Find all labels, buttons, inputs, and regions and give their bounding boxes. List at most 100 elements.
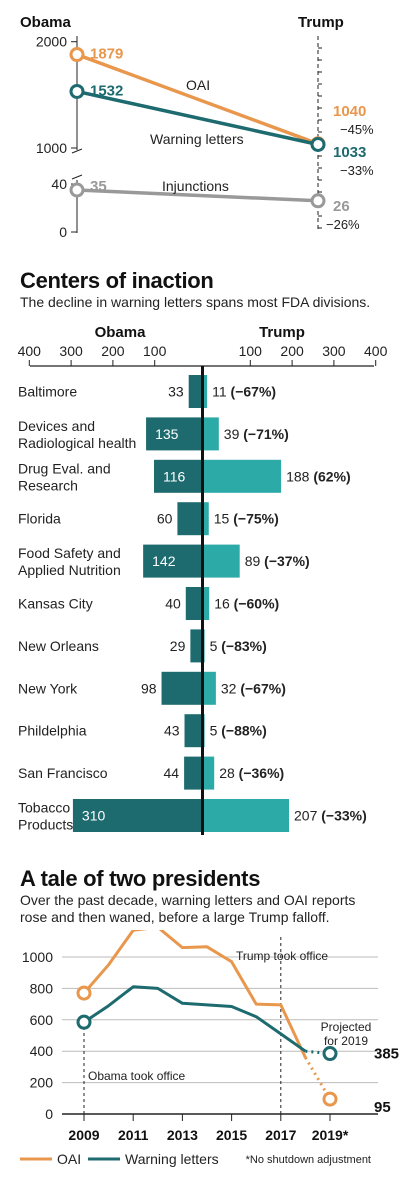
trump-change: (−83%) (221, 638, 267, 654)
trump-change: (−60%) (234, 596, 280, 612)
projected-oai-label: 95 (374, 1099, 391, 1116)
trump-bar (202, 502, 209, 536)
percent-change-label: −33% (340, 163, 374, 178)
x-tick-label-left: 100 (143, 343, 167, 359)
trump-bar (202, 544, 240, 578)
divisions-chart-title: Centers of inaction (20, 268, 214, 293)
divisions-bar-chart: Obama Trump 400 300 200 100 100 200 300 400 33 11 (… (18, 324, 388, 835)
trump-value-label: 39 (−71%) (224, 426, 289, 442)
obama-point (69, 182, 85, 198)
projected-point (322, 1046, 338, 1062)
series-line (83, 985, 307, 1053)
trump-value-label: 188 (62%) (286, 468, 351, 484)
y-tick-label: 1000 (36, 140, 67, 156)
series-line (76, 89, 319, 147)
x-tick-label-right: 100 (239, 343, 263, 359)
division-label: Phildelphia (18, 723, 87, 739)
division-label: Baltimore (18, 384, 77, 400)
trump-count: 89 (245, 553, 264, 569)
percent-change-label: −26% (326, 217, 360, 232)
trump-bar (202, 375, 208, 408)
obama-value-label: 116 (163, 468, 186, 484)
obama-bar (188, 375, 203, 408)
series-name-label: Injunctions (162, 178, 229, 194)
obama-value-label: 44 (164, 765, 180, 781)
obama-bar (146, 417, 203, 451)
trump-count: 16 (214, 596, 233, 612)
obama-bar (177, 502, 203, 536)
series-name-label: OAI (186, 77, 210, 93)
series-line (76, 52, 319, 146)
column-header-obama: Obama (20, 14, 72, 31)
series-line (82, 930, 307, 1059)
obama-value-label: 1532 (90, 82, 123, 99)
division-label: Florida (18, 511, 61, 527)
obama-value-label: 29 (170, 638, 186, 654)
legend-label-oai: OAI (57, 1151, 81, 1167)
obama-bar (161, 671, 203, 705)
trump-took-office-label: Trump took office (236, 949, 328, 963)
obama-value-label: 43 (164, 723, 180, 739)
decade-chart-subtitle: Over the past decade, warning letters an… (20, 892, 355, 926)
projected-point (322, 1091, 338, 1107)
y-tick-label: 2000 (36, 34, 67, 50)
y-tick-label: 400 (30, 1043, 54, 1059)
obama-bar (190, 629, 203, 663)
projection-dotted-line (304, 1056, 332, 1100)
trump-change: (−71%) (243, 426, 289, 442)
y-tick-label: 1000 (22, 949, 53, 965)
x-tick-label: 2019* (312, 1127, 349, 1143)
trump-count: 32 (221, 680, 240, 696)
trump-change: (−36%) (239, 765, 285, 781)
x-tick-label: 2013 (167, 1127, 198, 1143)
trump-value-label: 5 (−83%) (210, 638, 267, 654)
trump-bar (202, 799, 290, 832)
trump-count: 188 (286, 468, 313, 484)
trump-change: (−37%) (264, 553, 310, 569)
projected-warning-label: 385 (374, 1046, 399, 1063)
division-label: New York (18, 680, 78, 696)
trump-bar (202, 587, 210, 620)
obama-value-label: 33 (168, 384, 184, 400)
series-line (76, 188, 319, 203)
division-label: Food Safety and (18, 545, 121, 561)
trump-bar (202, 671, 216, 705)
x-tick-label: 2009 (68, 1127, 99, 1143)
division-label: Drug Eval. and (18, 460, 111, 476)
column-header-trump: Trump (298, 14, 344, 31)
trump-value-label: 26 (333, 198, 350, 215)
y-tick-label: 40 (51, 176, 67, 192)
obama-value-label: 1879 (90, 46, 123, 63)
obama-took-office-label: Obama took office (88, 1069, 185, 1083)
y-tick-label: 0 (59, 224, 67, 240)
trump-change: (−88%) (221, 723, 267, 739)
trump-count: 39 (224, 426, 243, 442)
obama-value-label: 142 (152, 553, 176, 569)
trump-count: 207 (294, 808, 321, 824)
x-tick-label-right: 200 (280, 343, 304, 359)
obama-value-label: 310 (82, 808, 106, 824)
trump-count: 5 (210, 638, 222, 654)
trump-value-label: 32 (−67%) (221, 680, 286, 696)
projected-note-line: for 2019 (324, 1034, 368, 1048)
trump-value-label: 1040 (333, 103, 366, 120)
y-tick-label: 0 (45, 1106, 53, 1122)
projection-dotted-line (305, 1049, 331, 1056)
trump-change: (−75%) (233, 511, 279, 527)
obama-bar (185, 587, 203, 620)
footnote: *No shutdown adjustment (246, 1154, 371, 1166)
obama-bar (72, 799, 203, 832)
obama-value-label: 135 (155, 426, 179, 442)
trump-bar (202, 459, 282, 493)
obama-header: Obama (95, 324, 147, 341)
y-tick-label: 200 (30, 1075, 54, 1091)
division-label: San Francisco (18, 765, 108, 781)
projected-note-line: Projected (321, 1020, 372, 1034)
series-name-label: Warning letters (150, 131, 244, 147)
y-tick-label: 600 (30, 1012, 54, 1028)
start-point (76, 985, 92, 1001)
x-tick-label: 2011 (118, 1127, 149, 1143)
division-label: Products (18, 817, 73, 833)
obama-value-label: 60 (157, 511, 173, 527)
decade-subtitle-line-1: Over the past decade, warning letters an… (20, 892, 356, 908)
